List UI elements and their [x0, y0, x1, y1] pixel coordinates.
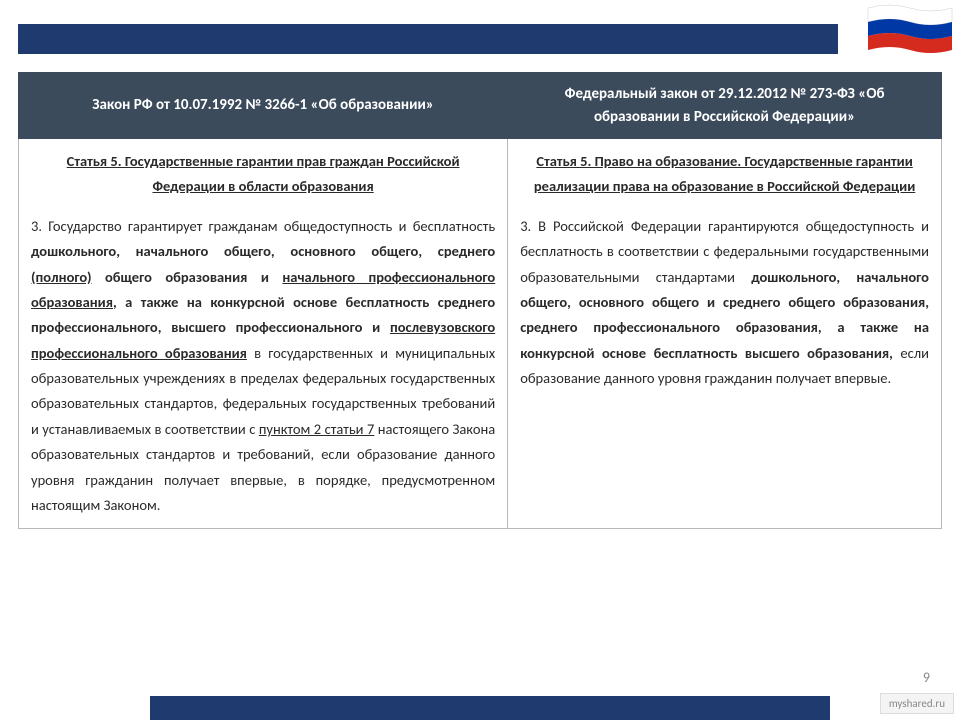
header-right: Федеральный закон от 29.12.2012 № 273-ФЗ…	[508, 73, 942, 139]
table-header-row: Закон РФ от 10.07.1992 № 3266-1 «Об обра…	[19, 73, 942, 139]
bottom-accent-bar	[150, 696, 830, 720]
law-comparison-table: Закон РФ от 10.07.1992 № 3266-1 «Об обра…	[18, 72, 942, 529]
watermark: myshared.ru	[880, 693, 954, 714]
cell-old-law: Статья 5. Государственные гарантии прав …	[19, 139, 508, 529]
top-accent-bar	[18, 24, 838, 54]
new-law-article-title: Статья 5. Право на образование. Государс…	[520, 149, 929, 200]
cell-new-law: Статья 5. Право на образование. Государс…	[508, 139, 942, 529]
old-law-body: 3. Государство гарантирует гражданам общ…	[31, 214, 495, 519]
old-law-article-title: Статья 5. Государственные гарантии прав …	[31, 149, 495, 200]
russian-flag-icon	[860, 0, 960, 64]
new-law-body: 3. В Российской Федерации гарантируются …	[520, 214, 929, 392]
header-left: Закон РФ от 10.07.1992 № 3266-1 «Об обра…	[19, 73, 508, 139]
page-number: 9	[923, 669, 930, 686]
table-content-row: Статья 5. Государственные гарантии прав …	[19, 139, 942, 529]
